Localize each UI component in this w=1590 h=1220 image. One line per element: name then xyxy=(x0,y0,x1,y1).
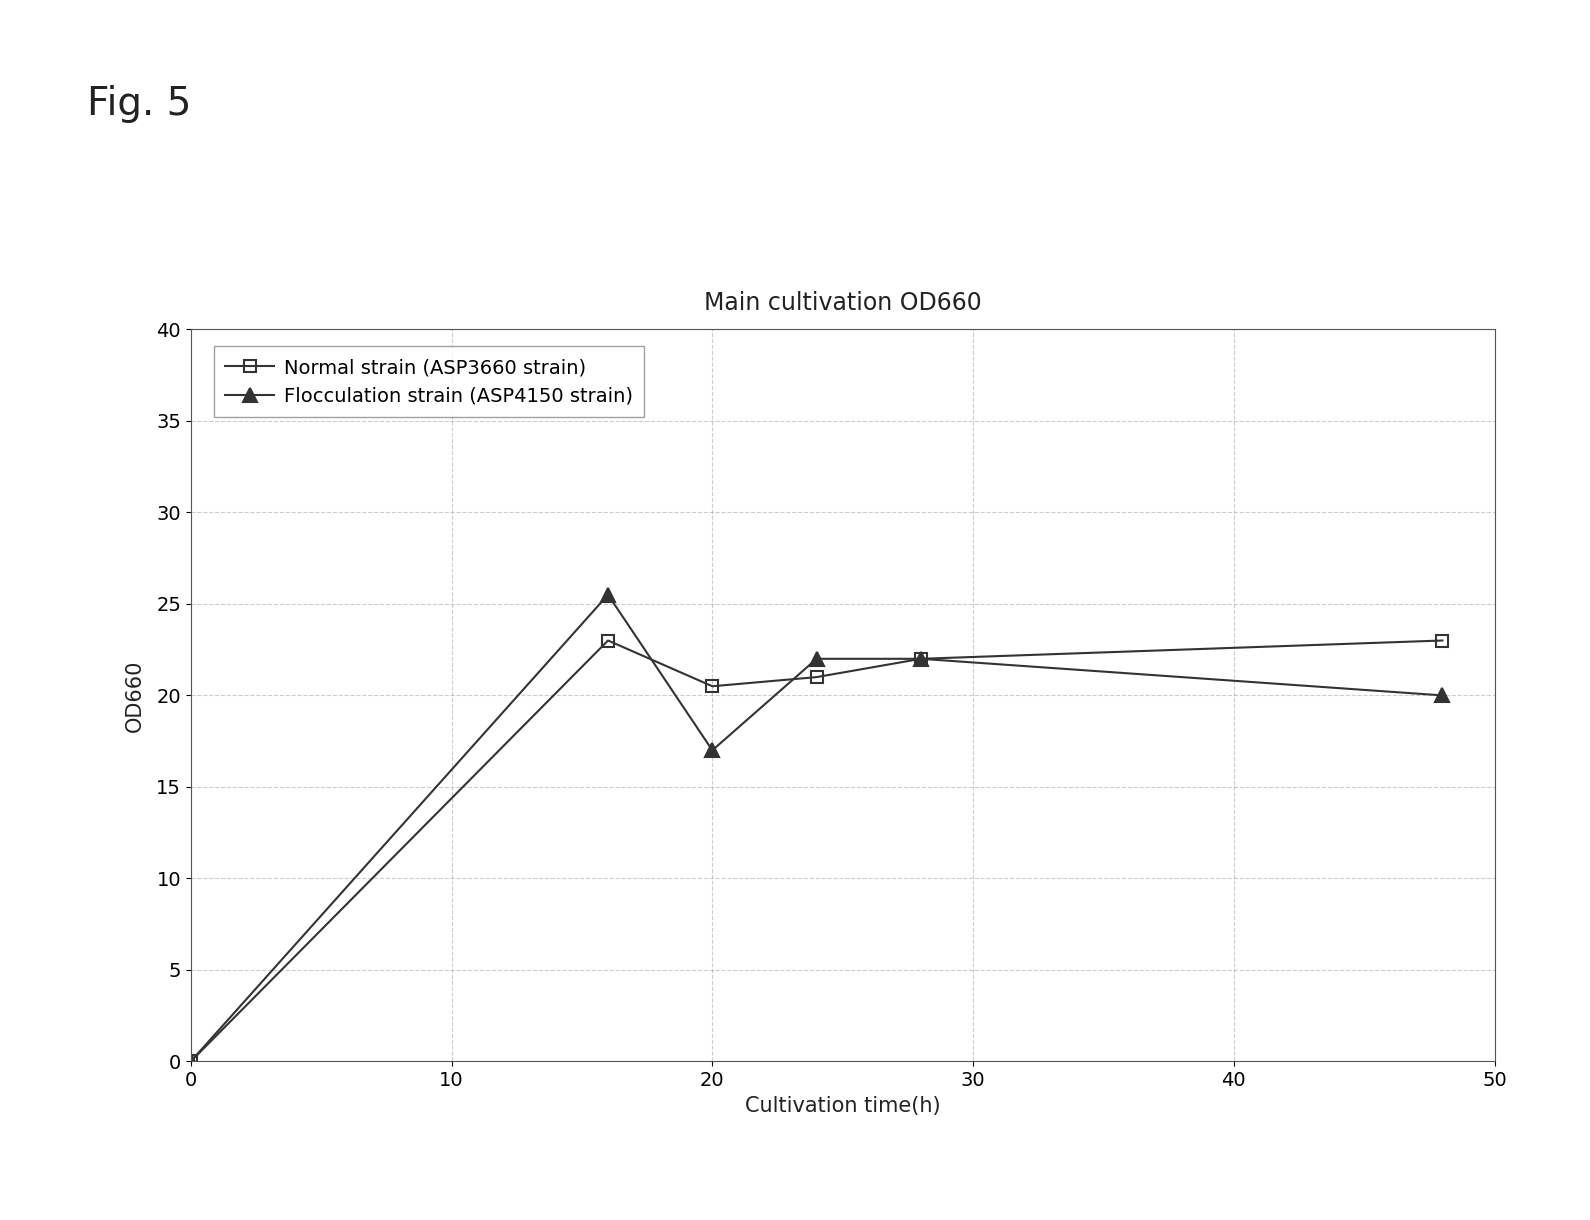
Flocculation strain (ASP4150 strain) xyxy=(703,743,722,758)
Flocculation strain (ASP4150 strain) xyxy=(808,651,827,666)
X-axis label: Cultivation time(h): Cultivation time(h) xyxy=(744,1096,941,1115)
Text: Fig. 5: Fig. 5 xyxy=(87,85,192,123)
Flocculation strain (ASP4150 strain) xyxy=(181,1054,200,1069)
Line: Flocculation strain (ASP4150 strain): Flocculation strain (ASP4150 strain) xyxy=(184,588,1450,1069)
Normal strain (ASP3660 strain) xyxy=(703,678,722,693)
Flocculation strain (ASP4150 strain) xyxy=(911,651,930,666)
Legend: Normal strain (ASP3660 strain), Flocculation strain (ASP4150 strain): Normal strain (ASP3660 strain), Floccula… xyxy=(213,346,644,417)
Normal strain (ASP3660 strain) xyxy=(911,651,930,666)
Normal strain (ASP3660 strain) xyxy=(808,670,827,684)
Title: Main cultivation OD660: Main cultivation OD660 xyxy=(704,290,981,315)
Flocculation strain (ASP4150 strain) xyxy=(598,588,617,603)
Y-axis label: OD660: OD660 xyxy=(126,659,145,732)
Line: Normal strain (ASP3660 strain): Normal strain (ASP3660 strain) xyxy=(184,634,1448,1068)
Normal strain (ASP3660 strain) xyxy=(181,1054,200,1069)
Normal strain (ASP3660 strain) xyxy=(598,633,617,648)
Flocculation strain (ASP4150 strain) xyxy=(1433,688,1452,703)
Normal strain (ASP3660 strain) xyxy=(1433,633,1452,648)
